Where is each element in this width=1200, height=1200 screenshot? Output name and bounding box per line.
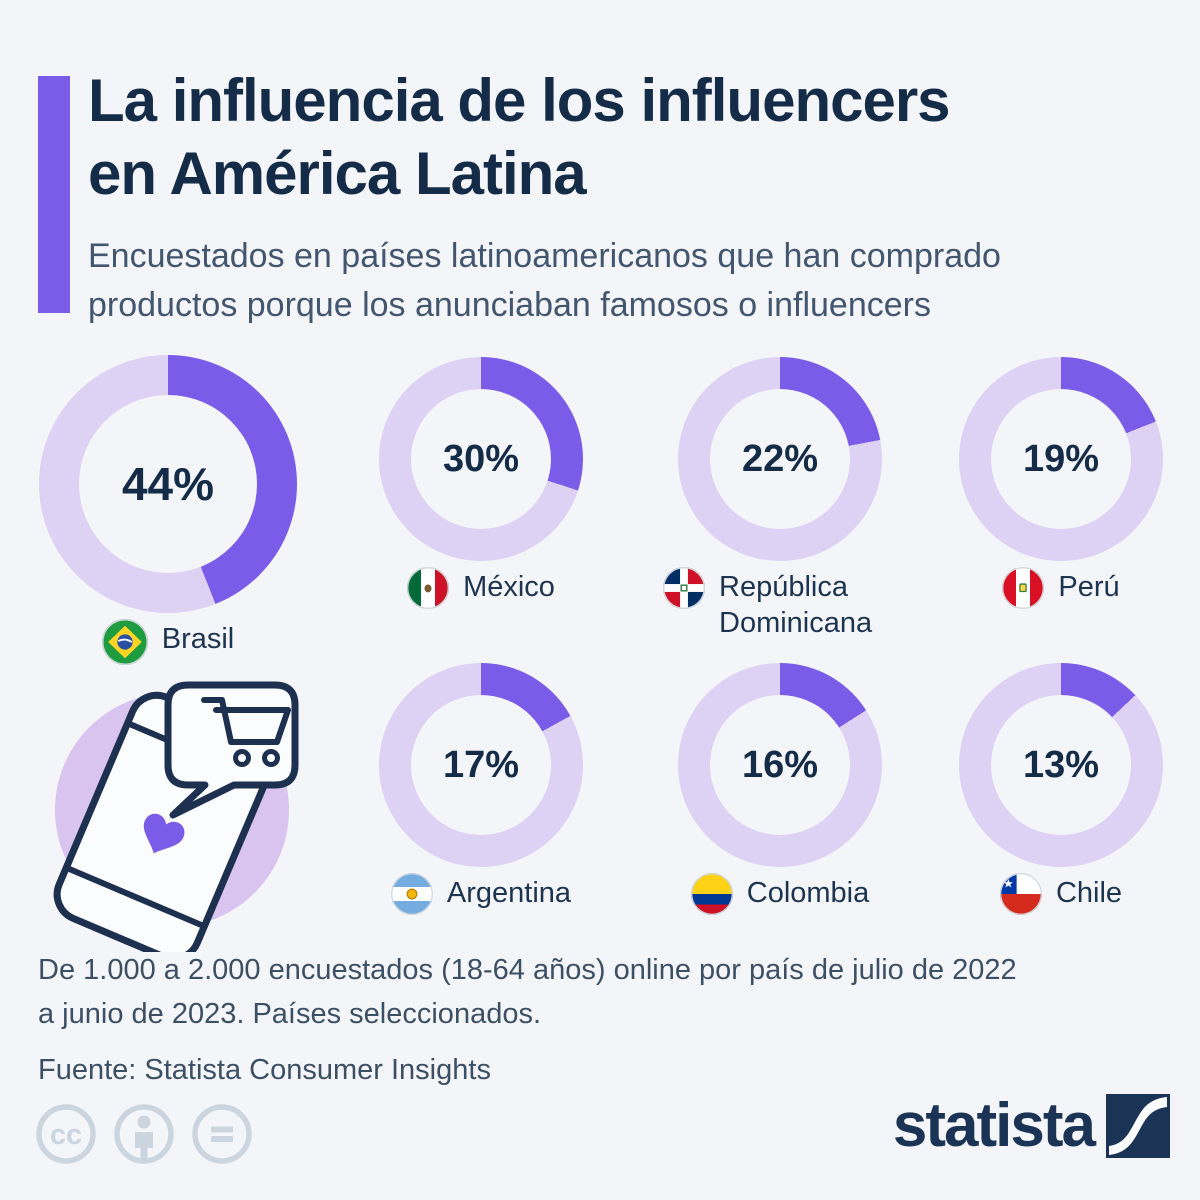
donut-chart-dominican-republic: 22% <box>678 357 882 561</box>
attribution-icon <box>114 1104 174 1164</box>
donut-hole <box>79 395 257 573</box>
donut-chart-argentina: 17% <box>379 663 583 867</box>
speech-bubble-icon <box>164 681 299 819</box>
country-card-colombia: 16% Colombia <box>660 663 900 915</box>
phone-shopping-illustration <box>20 652 330 963</box>
donut-value-label: 16% <box>741 743 819 786</box>
country-card-mexico: 30% México <box>361 357 601 609</box>
argentina-flag-icon <box>390 873 433 915</box>
statista-wordmark: statista <box>892 1091 1096 1160</box>
country-card-brazil: 44% Brasil <box>38 355 298 665</box>
country-label-row: Perú <box>1002 567 1120 609</box>
donut-chart-peru: 19% <box>959 357 1163 561</box>
country-card-argentina: 17% Argentina <box>361 663 601 915</box>
footnote-line-2: a junio de 2023. Países seleccionados. <box>38 998 542 1030</box>
donut-hole <box>411 695 551 835</box>
cc-icon: cc <box>36 1104 96 1164</box>
country-label-row: República Dominicana <box>663 567 897 641</box>
no-derivatives-icon <box>192 1104 252 1164</box>
country-label-row: Brasil <box>101 619 235 665</box>
statista-logo: statista <box>893 1094 1170 1158</box>
cc-license-icons: cc <box>34 1102 254 1166</box>
heart-icon <box>143 813 185 854</box>
donut-hole <box>710 695 850 835</box>
donut-chart-mexico: 30% <box>379 357 583 561</box>
country-card-dominican-republic: 22% República Dominicana <box>660 357 900 641</box>
page-title-line-1: La influencia de los influencers <box>88 67 951 134</box>
donut-value-label: 44% <box>121 458 215 510</box>
country-label-row: Argentina <box>390 873 572 915</box>
country-card-peru: 19% Perú <box>941 357 1181 609</box>
footnote: De 1.000 a 2.000 encuestados (18-64 años… <box>38 948 1017 1092</box>
page-title: La influencia de los influencers en Amér… <box>88 64 1168 210</box>
colombia-flag-icon <box>690 873 733 915</box>
country-name: Chile <box>1055 877 1123 909</box>
donut-value-label: 30% <box>442 437 520 480</box>
brazil-flag-icon <box>101 619 148 665</box>
country-name: Brasil <box>161 623 235 655</box>
donut-hole <box>710 389 850 529</box>
chile-flag-icon <box>999 873 1042 915</box>
header: La influencia de los influencers en Amér… <box>88 64 1168 330</box>
country-card-chile: 13% Chile <box>941 663 1181 915</box>
page-subtitle-line-2: productos porque los anunciaban famosos … <box>88 286 931 324</box>
shopping-cart-icon <box>201 697 291 767</box>
donut-chart-chile: 13% <box>959 663 1163 867</box>
donut-chart-colombia: 16% <box>678 663 882 867</box>
dominican-republic-flag-icon <box>663 567 705 609</box>
donut-value-label: 19% <box>1022 437 1100 480</box>
peru-flag-icon <box>1002 567 1045 609</box>
donut-hole <box>411 389 551 529</box>
country-label-row: Chile <box>999 873 1123 915</box>
donut-hole <box>991 389 1131 529</box>
page-subtitle: Encuestados en países latinoamericanos q… <box>88 232 1168 330</box>
statista-logo-mark <box>1106 1094 1170 1158</box>
mexico-flag-icon <box>407 567 450 609</box>
country-name: México <box>463 571 555 603</box>
donut-hole <box>991 695 1131 835</box>
country-name: Colombia <box>746 877 870 909</box>
source-line: Fuente: Statista Consumer Insights <box>38 1054 491 1086</box>
country-label-row: Colombia <box>690 873 870 915</box>
footnote-line-1: De 1.000 a 2.000 encuestados (18-64 años… <box>38 954 1017 986</box>
svg-text:cc: cc <box>50 1119 82 1151</box>
page-title-line-2: en América Latina <box>88 140 587 207</box>
donut-value-label: 17% <box>442 743 520 786</box>
donut-value-label: 22% <box>741 437 819 480</box>
phone-shopping-illustration-svg <box>53 681 299 963</box>
country-name: Perú <box>1058 571 1120 603</box>
country-name: Argentina <box>446 877 572 909</box>
country-name: República Dominicana <box>719 571 873 639</box>
page-subtitle-line-1: Encuestados en países latinoamericanos q… <box>88 237 1001 275</box>
country-label-row: México <box>407 567 555 609</box>
donut-value-label: 13% <box>1022 743 1100 786</box>
header-accent-bar <box>38 76 70 313</box>
donut-chart-brazil: 44% <box>39 355 297 613</box>
